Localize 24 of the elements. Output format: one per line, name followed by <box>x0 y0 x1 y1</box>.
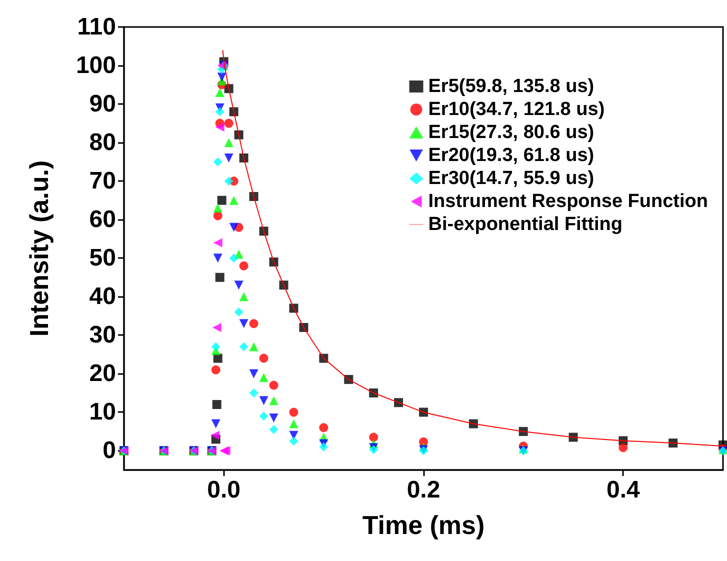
y-tick-label: 100 <box>76 52 116 80</box>
y-tick-label: 80 <box>89 129 116 156</box>
x-tick-label: 0.2 <box>406 476 440 504</box>
legend-label: Er30(14.7, 55.9 us) <box>428 168 594 189</box>
y-tick-label: 0 <box>102 437 116 464</box>
y-tick-label: 60 <box>89 206 116 234</box>
y-tick-label: 90 <box>89 90 116 118</box>
legend-label: Er5(59.8, 135.8 us) <box>428 76 594 97</box>
y-tick-label: 40 <box>89 283 116 310</box>
y-tick-label: 70 <box>89 168 116 195</box>
y-tick-label: 50 <box>89 244 116 272</box>
y-tick-label: 30 <box>89 322 116 349</box>
y-axis-title: Intensity (a.u.) <box>24 160 54 337</box>
y-tick-label: 110 <box>77 14 116 40</box>
legend-label: Er10(34.7, 121.8 us) <box>428 99 605 120</box>
x-tick-label: 0.4 <box>606 476 640 504</box>
legend-label: Instrument Response Function <box>428 191 708 212</box>
y-tick-label: 10 <box>89 398 116 426</box>
x-axis-title: Time (ms) <box>362 510 485 540</box>
x-tick-label: 0.0 <box>207 476 241 504</box>
legend-label: Er15(27.3, 80.6 us) <box>428 122 594 143</box>
legend-label: Bi-exponential Fitting <box>428 214 622 235</box>
y-tick-label: 20 <box>89 360 116 388</box>
legend-label: Er20(19.3, 61.8 us) <box>428 145 594 166</box>
